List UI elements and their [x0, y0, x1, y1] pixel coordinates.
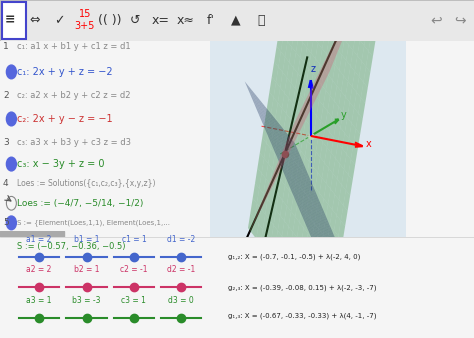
Text: a2 = 2: a2 = 2 [27, 265, 52, 274]
Text: a1 = 2: a1 = 2 [27, 235, 52, 244]
Text: c₁: 2x + y + z = −2: c₁: 2x + y + z = −2 [17, 67, 113, 77]
Circle shape [6, 65, 16, 79]
Text: b1 = 1: b1 = 1 [74, 235, 99, 244]
Text: ↪: ↪ [454, 13, 465, 27]
Text: 15
3+5: 15 3+5 [75, 9, 95, 31]
Text: f': f' [207, 14, 214, 27]
Text: b3 = -3: b3 = -3 [72, 295, 101, 305]
Text: b2 = 1: b2 = 1 [74, 265, 99, 274]
Text: 2: 2 [3, 91, 9, 100]
Text: 🗑: 🗑 [257, 14, 264, 27]
Circle shape [6, 157, 16, 171]
Text: ↺: ↺ [130, 14, 140, 27]
Text: x=: x= [151, 14, 169, 27]
Bar [2, 2, 26, 39]
Text: ▲: ▲ [231, 14, 240, 27]
Text: c2 = -1: c2 = -1 [120, 265, 148, 274]
Text: x≈: x≈ [176, 14, 194, 27]
Text: 5: 5 [3, 218, 9, 227]
Text: ↩: ↩ [430, 13, 442, 27]
Text: Loes := Solutions({c₁,c₂,c₃},{x,y,z}): Loes := Solutions({c₁,c₂,c₃},{x,y,z}) [17, 179, 155, 188]
Circle shape [6, 216, 16, 230]
Text: S := {Element(Loes,1,1), Element(Loes,1,...: S := {Element(Loes,1,1), Element(Loes,1,… [17, 219, 170, 226]
Text: ✓: ✓ [55, 14, 65, 27]
Text: ⇔: ⇔ [29, 14, 40, 27]
Text: c₂: a2 x + b2 y + c2 z = d2: c₂: a2 x + b2 y + c2 z = d2 [17, 91, 130, 100]
Text: c₃: x − 3y + z = 0: c₃: x − 3y + z = 0 [17, 159, 105, 169]
Text: g₂,₃: X = (-0.39, -0.08, 0.15) + λ(-2, -3, -7): g₂,₃: X = (-0.39, -0.08, 0.15) + λ(-2, -… [228, 284, 376, 291]
Text: 1: 1 [3, 42, 9, 51]
Text: c₂: 2x + y − z = −1: c₂: 2x + y − z = −1 [17, 114, 113, 124]
Text: ≡: ≡ [4, 14, 15, 27]
Text: 4: 4 [3, 179, 9, 188]
Text: g₁,₃: X = (-0.67, -0.33, -0.33) + λ(4, -1, -7): g₁,₃: X = (-0.67, -0.33, -0.33) + λ(4, -… [228, 312, 376, 319]
Bar [0, 231, 64, 237]
Text: S := (−0.57, −0.36, −0.5): S := (−0.57, −0.36, −0.5) [17, 242, 126, 251]
Text: a3 = 1: a3 = 1 [27, 295, 52, 305]
Text: c3 = 1: c3 = 1 [121, 295, 146, 305]
Circle shape [6, 112, 16, 126]
Text: d2 = -1: d2 = -1 [167, 265, 195, 274]
Text: Loes := (−4/7, −5/14, −1/2): Loes := (−4/7, −5/14, −1/2) [17, 199, 144, 208]
Text: c₁: a1 x + b1 y + c1 z = d1: c₁: a1 x + b1 y + c1 z = d1 [17, 42, 131, 51]
Text: 3: 3 [3, 138, 9, 147]
Text: c₃: a3 x + b3 y + c3 z = d3: c₃: a3 x + b3 y + c3 z = d3 [17, 138, 131, 147]
Text: c1 = 1: c1 = 1 [121, 235, 146, 244]
Text: d3 = 0: d3 = 0 [168, 295, 194, 305]
Text: d1 = -2: d1 = -2 [167, 235, 195, 244]
Text: (( )): (( )) [98, 14, 122, 27]
Text: g₁,₂: X = (-0.7, -0.1, -0.5) + λ(-2, 4, 0): g₁,₂: X = (-0.7, -0.1, -0.5) + λ(-2, 4, … [228, 254, 360, 260]
